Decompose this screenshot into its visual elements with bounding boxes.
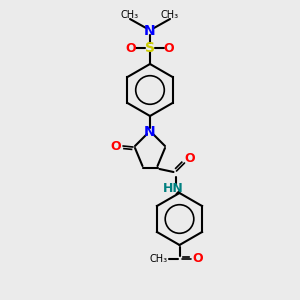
Text: CH₃: CH₃: [121, 10, 139, 20]
Text: O: O: [184, 152, 195, 164]
Text: N: N: [144, 125, 156, 139]
Text: CH₃: CH₃: [149, 254, 168, 264]
Text: S: S: [145, 41, 155, 55]
Text: HN: HN: [163, 182, 184, 196]
Text: O: O: [126, 41, 136, 55]
Text: O: O: [111, 140, 121, 152]
Text: N: N: [144, 24, 156, 38]
Text: O: O: [192, 253, 203, 266]
Text: CH₃: CH₃: [161, 10, 179, 20]
Text: O: O: [164, 41, 174, 55]
